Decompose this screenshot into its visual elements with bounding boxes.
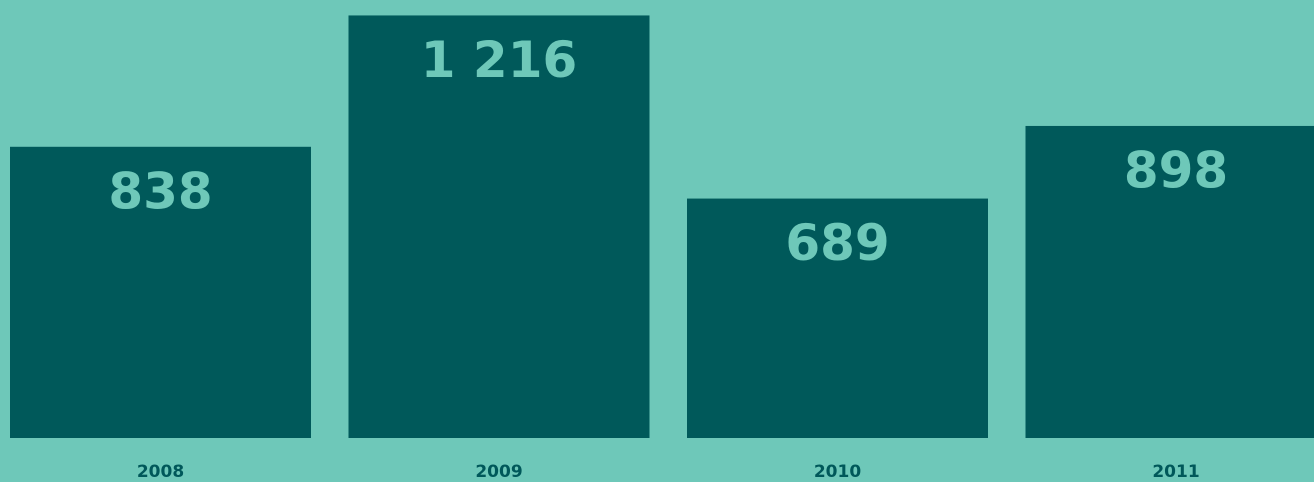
x-tick-label: 2008 <box>137 462 184 482</box>
x-tick-label: 2011 <box>1152 462 1199 482</box>
x-tick-label: 2010 <box>814 462 861 482</box>
value-label: 898 <box>1124 141 1228 199</box>
bar <box>348 15 650 438</box>
bar <box>687 198 988 438</box>
value-label: 838 <box>108 162 212 220</box>
value-label: 689 <box>785 214 889 272</box>
value-label: 1 216 <box>421 31 578 89</box>
bar <box>10 146 311 439</box>
bar <box>1025 125 1314 438</box>
x-tick-label: 2009 <box>475 462 522 482</box>
